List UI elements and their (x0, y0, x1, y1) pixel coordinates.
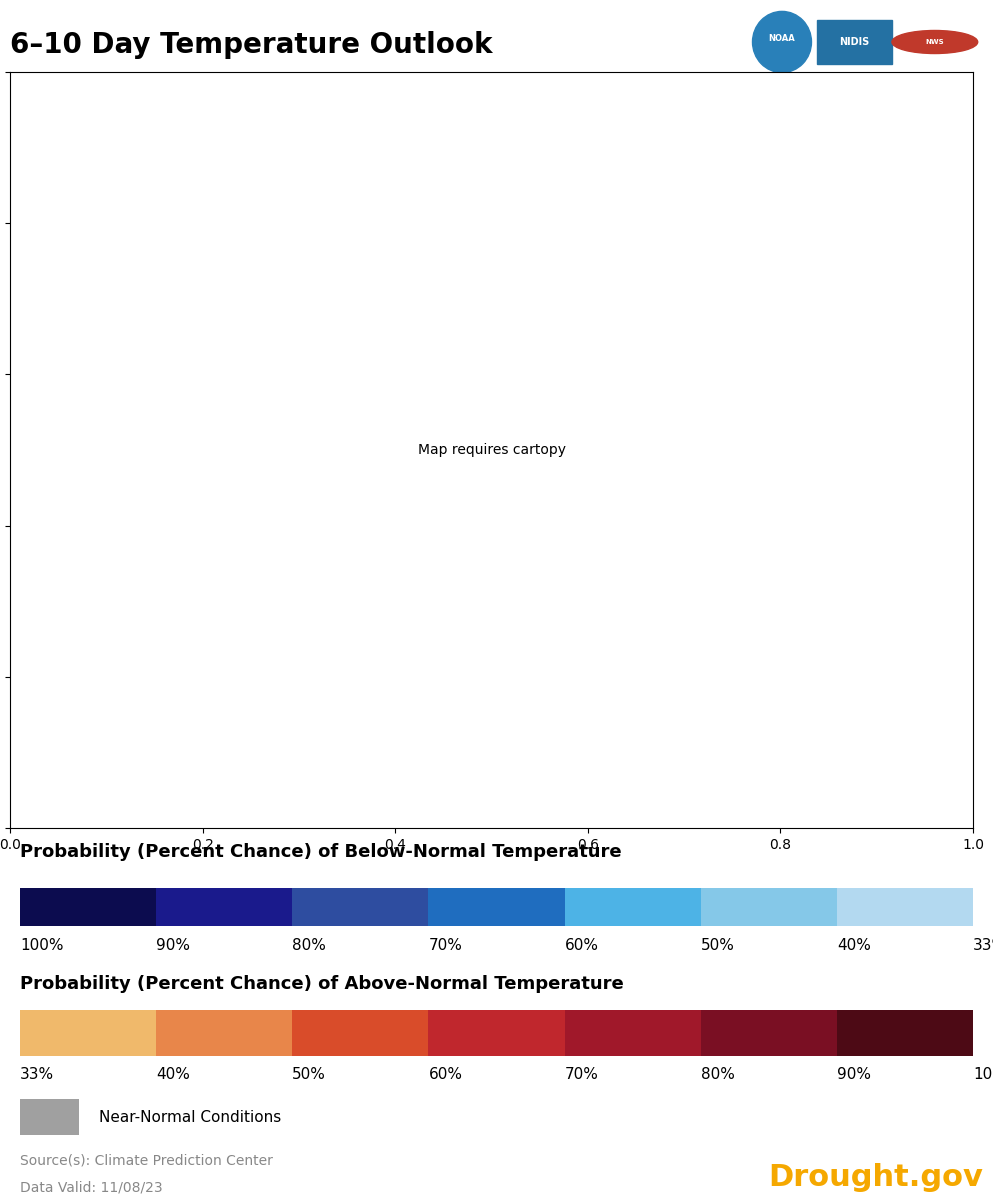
Text: 100%: 100% (20, 937, 64, 953)
FancyBboxPatch shape (817, 20, 892, 64)
Text: 40%: 40% (156, 1067, 190, 1082)
Text: Probability (Percent Chance) of Above-Normal Temperature: Probability (Percent Chance) of Above-No… (20, 974, 624, 994)
Text: 70%: 70% (428, 937, 463, 953)
Text: NIDIS: NIDIS (839, 37, 870, 47)
Text: Source(s): Climate Prediction Center: Source(s): Climate Prediction Center (20, 1153, 273, 1168)
Text: NOAA: NOAA (769, 34, 795, 43)
Text: NWS: NWS (925, 38, 944, 44)
Text: Map requires cartopy: Map requires cartopy (417, 443, 566, 457)
Text: 50%: 50% (701, 937, 735, 953)
Text: 100%: 100% (973, 1067, 993, 1082)
Text: 60%: 60% (565, 937, 599, 953)
Text: 70%: 70% (565, 1067, 599, 1082)
Text: Data Valid: 11/08/23: Data Valid: 11/08/23 (20, 1181, 163, 1194)
Text: 50%: 50% (292, 1067, 326, 1082)
Text: 80%: 80% (701, 1067, 735, 1082)
Text: 40%: 40% (837, 937, 871, 953)
Text: Near-Normal Conditions: Near-Normal Conditions (99, 1110, 282, 1124)
Text: 33%: 33% (973, 937, 993, 953)
Ellipse shape (753, 11, 811, 72)
Text: 33%: 33% (20, 1067, 54, 1082)
Circle shape (892, 30, 978, 54)
Text: 60%: 60% (428, 1067, 463, 1082)
Text: 90%: 90% (837, 1067, 871, 1082)
Text: 80%: 80% (292, 937, 326, 953)
Text: 6–10 Day Temperature Outlook: 6–10 Day Temperature Outlook (10, 31, 493, 59)
Text: Probability (Percent Chance) of Below-Normal Temperature: Probability (Percent Chance) of Below-No… (20, 842, 622, 862)
Text: 90%: 90% (156, 937, 190, 953)
Text: Drought.gov: Drought.gov (769, 1163, 983, 1193)
